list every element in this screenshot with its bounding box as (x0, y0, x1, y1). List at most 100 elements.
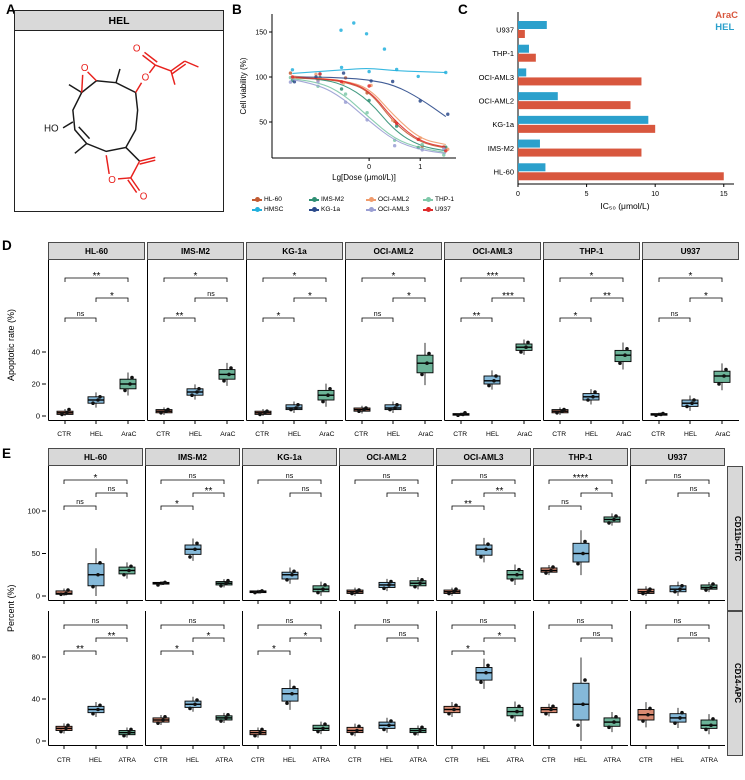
x-tick-label: HEL (584, 431, 598, 438)
svg-text:*: * (304, 631, 308, 642)
data-point (323, 583, 327, 587)
data-point (355, 728, 359, 733)
svg-text:5: 5 (585, 191, 589, 198)
sig-bracket (559, 317, 592, 322)
carbonyl-oxygen-label: O (133, 43, 141, 54)
data-point (59, 729, 63, 734)
svg-text:ns: ns (189, 618, 197, 625)
epoxide-oxygen-label: O (81, 63, 89, 74)
data-point (510, 578, 514, 582)
sig-bracket (64, 277, 129, 282)
data-point (65, 411, 69, 415)
data-point (163, 580, 167, 585)
svg-text:ns: ns (399, 486, 407, 493)
molecule-drawing: HO O O O O O (44, 43, 199, 202)
data-point (420, 725, 424, 730)
svg-text:ns: ns (480, 473, 488, 480)
sig-bracket (451, 479, 516, 484)
data-point (661, 411, 665, 416)
panel-e: Percent (%) HL-60 IMS-M2 KG-1a OCI-AML2 OCI-… (4, 448, 743, 768)
x-tick-label: HEL (186, 757, 200, 764)
sig-bracket (645, 624, 710, 629)
svg-text:150: 150 (255, 30, 267, 37)
svg-text:100: 100 (27, 507, 40, 516)
sig-bracket (559, 277, 624, 282)
data-point (66, 588, 70, 592)
box (285, 404, 303, 411)
data-point (129, 727, 133, 732)
data-point (341, 71, 346, 75)
data-point (365, 118, 369, 122)
series-line-HL-60 (292, 77, 446, 149)
x-tick-label: HEL (485, 431, 499, 438)
facet-e-CD11b-FITC-OCI-AML2: ns ns (339, 466, 434, 604)
facet-e-CD14-APC-THP-1: ns ns (533, 611, 628, 749)
data-point (224, 581, 228, 586)
data-point (188, 706, 192, 711)
data-point (316, 729, 320, 734)
x-tick-label: AraC (121, 431, 137, 438)
data-point (98, 561, 102, 565)
data-point (188, 555, 192, 559)
sig-bracket (257, 479, 322, 484)
legend-marker-icon (252, 197, 262, 202)
data-point (156, 583, 160, 587)
data-point (193, 702, 197, 707)
data-point (219, 584, 223, 588)
data-point (492, 379, 496, 383)
data-point (350, 591, 354, 596)
svg-text:0: 0 (36, 737, 40, 746)
data-point (350, 731, 354, 736)
legend-marker-icon (366, 197, 376, 202)
facet-row-strip: CD14-APC (727, 611, 743, 756)
data-point (129, 564, 133, 569)
data-point (576, 561, 580, 566)
legend-item-OCI-AML2: OCI-AML2 (366, 196, 423, 203)
sig-bracket (257, 650, 291, 655)
panel-e-row-CD11b-FITC: 0 50 100 ns ns * * ** ns ns ns ns ns ** ** ns ns * **** ns n… (18, 466, 743, 611)
sig-bracket (194, 297, 228, 302)
sig-bracket (95, 637, 128, 642)
data-point (646, 712, 650, 717)
svg-text:ns: ns (690, 631, 698, 638)
sig-bracket (163, 317, 196, 322)
facet-d-HL-60: HL-60 ns * ** CTR HEL AraC (48, 242, 145, 438)
bar-hel-OCI-AML2 (518, 92, 558, 101)
legend-item-IMS-M2: IMS-M2 (309, 196, 366, 203)
x-tick-label: CTR (354, 431, 369, 438)
x-tick-label: CTR (552, 431, 567, 438)
data-point (394, 67, 399, 72)
panel-a-structure-box: HEL (14, 10, 224, 212)
x-tick-label: CTR (651, 431, 666, 438)
data-point (357, 409, 361, 413)
facet-strip: U937 (630, 448, 725, 466)
data-point (127, 730, 131, 735)
panel-e-xlabel-row: CTR HEL ATRA CTR HEL ATRA CTR HEL ATRA CTR HEL ATRA… (18, 756, 743, 764)
sig-bracket (289, 492, 322, 497)
svg-text:THP-1: THP-1 (492, 49, 514, 58)
x-tick-label: CTR (541, 757, 556, 764)
data-point (551, 704, 555, 709)
x-tick-label: CTR (444, 757, 459, 764)
svg-text:ns: ns (302, 486, 310, 493)
data-point (91, 401, 95, 405)
svg-text:ns: ns (286, 473, 294, 480)
svg-text:40: 40 (32, 695, 40, 704)
svg-text:10: 10 (651, 191, 659, 198)
sig-bracket (392, 297, 426, 302)
ester-oxygen-label: O (142, 73, 150, 84)
legend-item-HL-60: HL-60 (252, 196, 309, 203)
sig-bracket (386, 637, 419, 642)
svg-text:Cell viability (%): Cell viability (%) (239, 57, 248, 114)
data-point (292, 569, 296, 574)
facet-strip: OCI-AML3 (444, 242, 541, 260)
data-point (680, 710, 684, 715)
panel-c: U937 THP-1 OCI-AML3 OCI-AML2 KG-1a IMS-M2 HL-6… (462, 4, 742, 216)
legend-item-U937: U937 (423, 206, 478, 213)
data-point (316, 590, 320, 595)
box (700, 719, 718, 729)
data-point (392, 144, 397, 148)
facet-e-CD14-APC-IMS-M2: * * ns (145, 611, 240, 749)
svg-text:*: * (175, 499, 179, 510)
data-point (607, 725, 611, 730)
